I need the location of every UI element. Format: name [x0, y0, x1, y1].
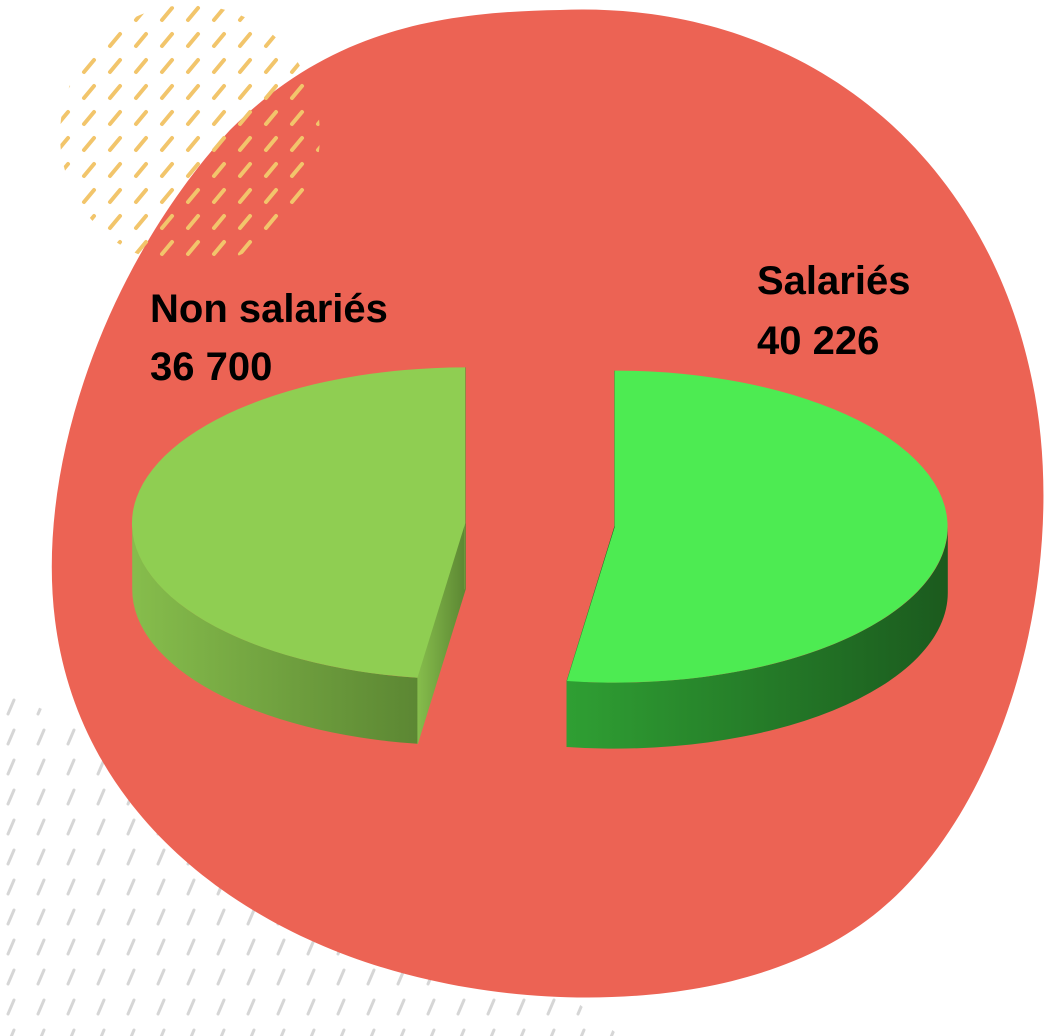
- pie-slice: [567, 370, 948, 683]
- slice-side: [132, 523, 418, 744]
- slice-label: Salariés: [757, 259, 910, 303]
- slice-value: 40 226: [757, 319, 879, 363]
- yellow-hatching: [60, 5, 320, 265]
- pie: [131, 367, 948, 749]
- slice-value: 36 700: [150, 345, 272, 389]
- slice-label: Non salariés: [150, 287, 388, 331]
- slice-side: [567, 526, 948, 749]
- background-blob: [51, 9, 1044, 998]
- pie-slice: [131, 367, 466, 678]
